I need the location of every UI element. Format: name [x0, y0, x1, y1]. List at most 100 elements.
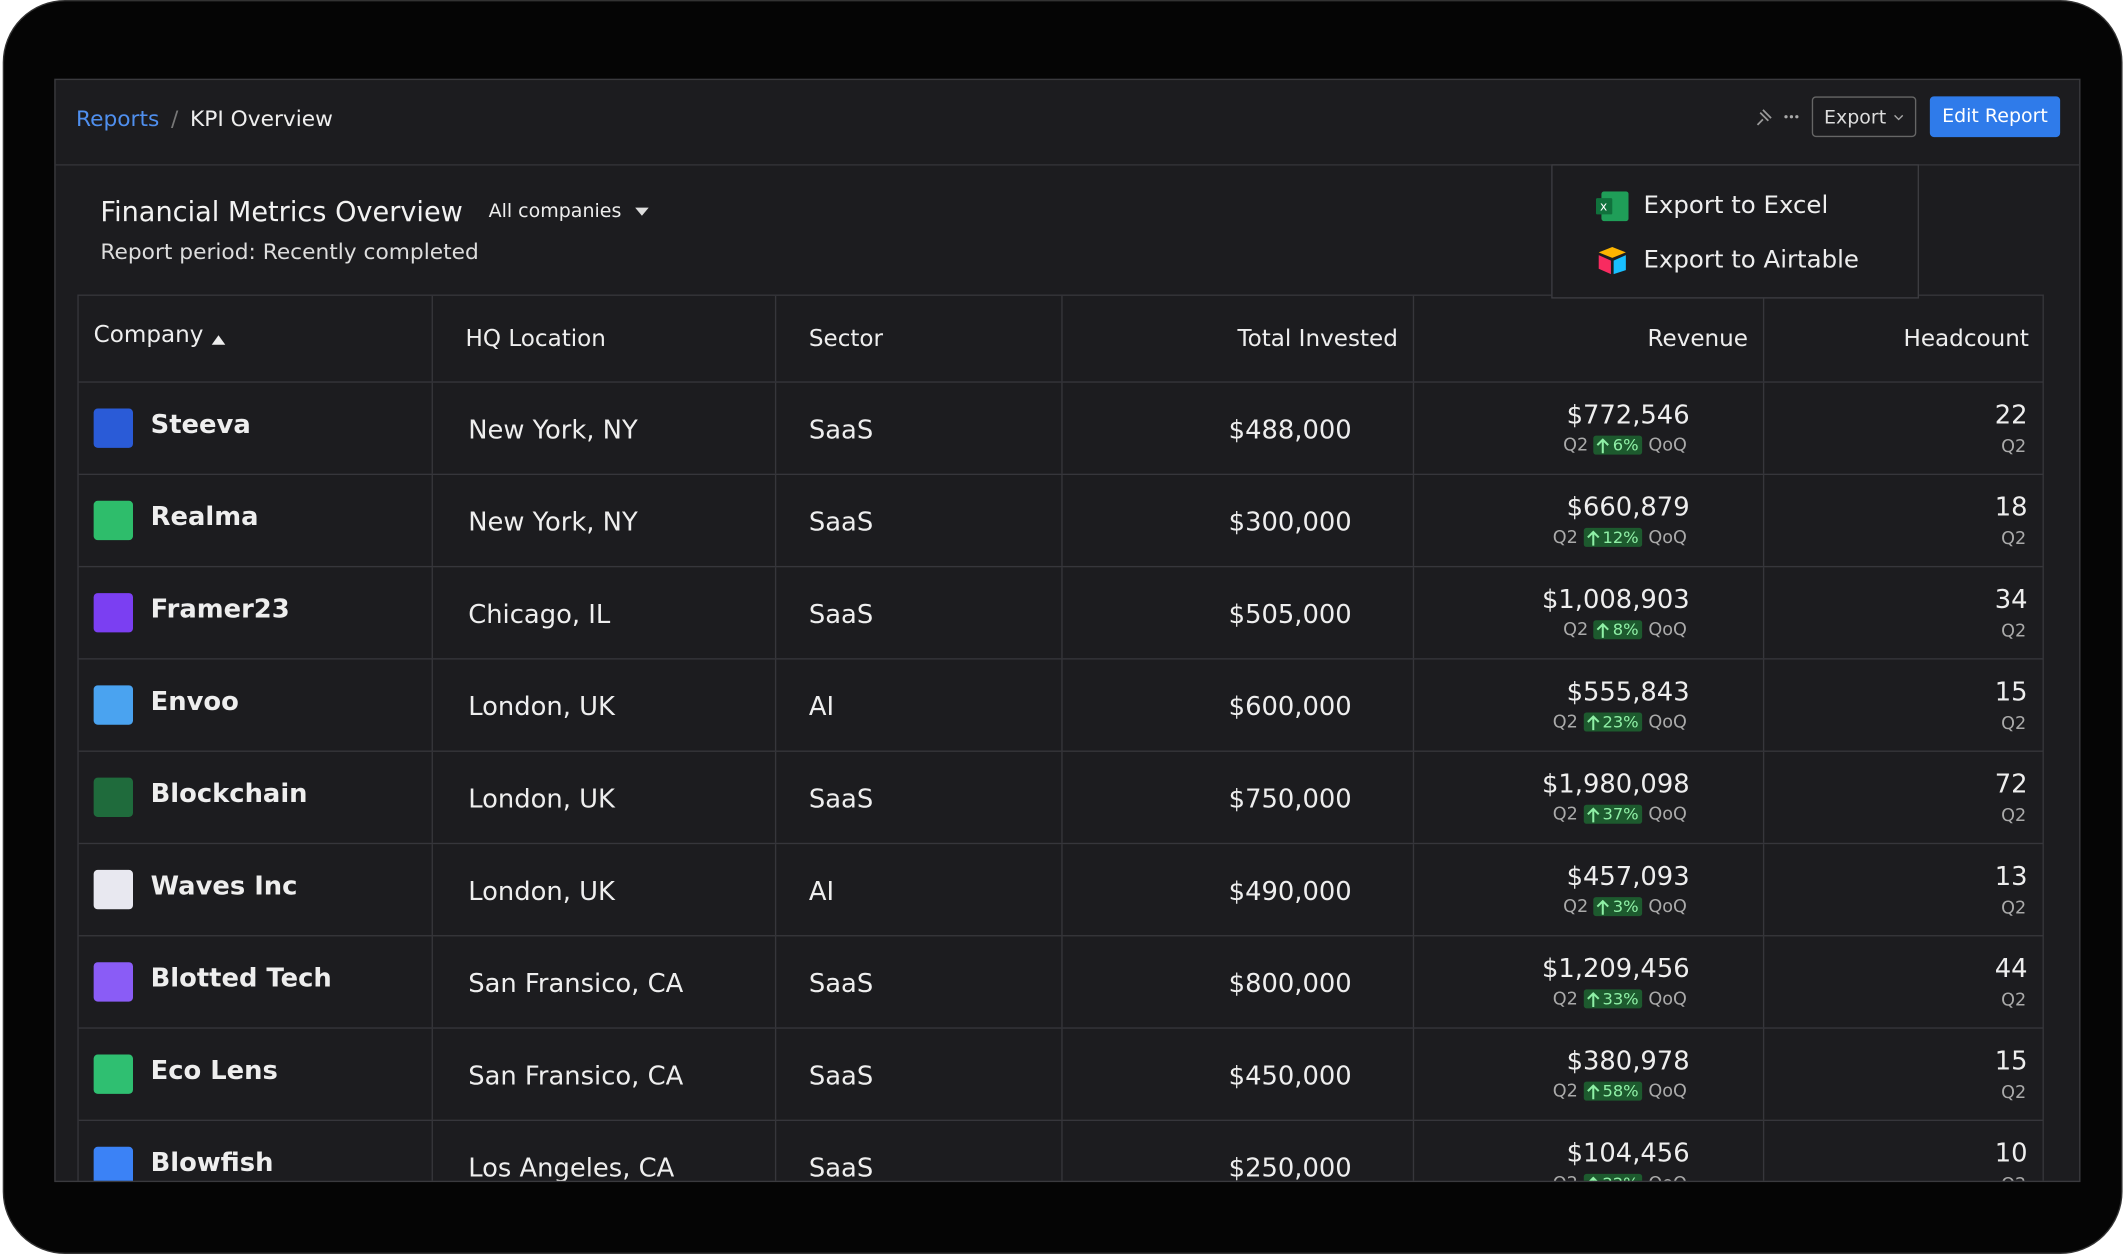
- company-name[interactable]: Envoo: [150, 686, 239, 717]
- export-button[interactable]: Export: [1811, 96, 1917, 138]
- period: Q2: [1563, 435, 1589, 456]
- change-badge: 3%: [1593, 897, 1643, 917]
- up-arrow: [1597, 899, 1610, 915]
- company-name[interactable]: Framer23: [150, 594, 290, 625]
- table-cell: $1,980,098 Q2 37% QoQ: [1412, 751, 1763, 843]
- excel-icon: x: [1595, 191, 1629, 222]
- period: Q2: [1552, 527, 1578, 549]
- table-cell: SaaS: [774, 567, 1061, 659]
- sector: SaaS: [808, 968, 874, 999]
- revenue-change: Q2 33% QoQ: [1553, 989, 1687, 1010]
- up-arrow: [1597, 622, 1610, 638]
- header-cell[interactable]: Company: [79, 296, 432, 381]
- screen: Reports / KPI Overview Export Edit Repor…: [54, 78, 2081, 1183]
- breadcrumb-current: KPI Overview: [189, 105, 333, 132]
- up-arrow: [1597, 438, 1610, 454]
- change-value: 58%: [1602, 1081, 1639, 1101]
- table-cell: $505,000: [1061, 567, 1412, 659]
- company-name[interactable]: Realma: [150, 502, 259, 532]
- company-name[interactable]: Blowfish: [150, 1148, 274, 1178]
- table-cell: SaaS: [774, 751, 1061, 843]
- company-filter[interactable]: All companies: [489, 201, 649, 223]
- table-cell: London, UK: [431, 751, 775, 843]
- table-cell: $1,209,456 Q2 33% QoQ: [1412, 936, 1763, 1028]
- breadcrumb-link[interactable]: Reports: [75, 105, 160, 132]
- change-label: QoQ: [1648, 712, 1687, 733]
- table-cell: $380,978 Q2 58% QoQ: [1412, 1028, 1763, 1120]
- table-row: Waves Inc London, UK AI $490,000 $457,093 Q2 …: [78, 842, 2043, 936]
- headcount-period: Q2: [2001, 898, 2027, 919]
- location: San Fransico, CA: [468, 1061, 684, 1092]
- change-label: QoQ: [1648, 804, 1687, 826]
- change-value: 33%: [1602, 989, 1639, 1009]
- company-name[interactable]: Eco Lens: [150, 1055, 278, 1086]
- sector: SaaS: [808, 1153, 874, 1183]
- revenue-change: Q2 23% QoQ: [1552, 712, 1687, 733]
- change-label: QoQ: [1648, 435, 1687, 456]
- table-cell: $660,879 Q2 12% QoQ: [1412, 474, 1763, 566]
- period: Q2: [1563, 620, 1589, 641]
- location: Los Angeles, CA: [468, 1153, 675, 1183]
- headcount: 22: [1994, 400, 2028, 431]
- change-badge: 12%: [1583, 527, 1643, 547]
- period: Q2: [1552, 712, 1578, 733]
- column-header: Sector: [808, 325, 884, 353]
- location: Chicago, IL: [468, 599, 611, 630]
- menu-item[interactable]: Export to Airtable: [1643, 245, 1859, 275]
- change-value: 23%: [1602, 712, 1639, 732]
- top-bar: Reports / KPI Overview Export Edit Repor…: [55, 80, 2080, 166]
- company-name[interactable]: Waves Inc: [150, 871, 298, 902]
- change-badge: 8%: [1593, 620, 1643, 640]
- up-arrow: [1588, 1176, 1598, 1181]
- table-cell: 34 Q2: [1762, 567, 2044, 659]
- revenue: $380,978: [1566, 1046, 1690, 1077]
- table-cell: New York, NY: [431, 382, 775, 474]
- company-name[interactable]: Blockchain: [150, 778, 308, 809]
- location: London, UK: [468, 784, 615, 815]
- table-cell: London, UK: [431, 844, 775, 936]
- headcount: 18: [1994, 492, 2028, 523]
- revenue: $457,093: [1566, 861, 1690, 892]
- menu-item[interactable]: Export to Excel: [1643, 191, 1829, 220]
- table-cell: $750,000: [1061, 751, 1412, 843]
- table-cell: $250,000: [1061, 1120, 1412, 1181]
- export-menu: x Export to Excel Export to Airtable: [1551, 164, 1919, 299]
- headcount: 34: [1994, 584, 2028, 615]
- table-cell: Framer23: [79, 567, 432, 658]
- table-cell: Envoo: [79, 660, 432, 751]
- header-cell[interactable]: Sector: [774, 295, 1061, 382]
- header-cell[interactable]: Headcount: [1762, 295, 2044, 382]
- up-arrow: [1586, 715, 1600, 731]
- header-cell[interactable]: HQ Location: [431, 295, 775, 382]
- toolbar-icons[interactable]: [1752, 107, 1806, 129]
- location: London, UK: [468, 876, 615, 907]
- revenue-change: Q2 37% QoQ: [1553, 804, 1687, 826]
- table-row: Framer23 Chicago, IL SaaS $505,000 $1,008,90…: [78, 565, 2044, 659]
- location: New York, NY: [468, 415, 638, 446]
- header-cell[interactable]: Revenue: [1412, 295, 1763, 382]
- revenue: $1,209,456: [1541, 954, 1690, 984]
- table-cell: $488,000: [1061, 382, 1412, 474]
- sector: SaaS: [808, 1061, 874, 1092]
- revenue: $104,456: [1566, 1138, 1690, 1169]
- up-arrow: [1586, 1084, 1600, 1100]
- table-cell: $104,456 Q2 22% QoQ: [1412, 1120, 1763, 1181]
- table-cell: Blowfish: [79, 1121, 432, 1181]
- table-cell: Steeva: [79, 383, 432, 474]
- table-cell: 15 Q2: [1762, 1028, 2044, 1120]
- revenue-change: Q2 6% QoQ: [1563, 435, 1687, 456]
- sector: SaaS: [808, 784, 874, 815]
- total-invested: $488,000: [1228, 415, 1352, 446]
- edit-report-button[interactable]: Edit Report: [1929, 96, 2061, 138]
- table-cell: 22 Q2: [1762, 382, 2044, 474]
- header-cell[interactable]: Total Invested: [1061, 295, 1412, 382]
- column-header: Total Invested: [1237, 325, 1398, 353]
- change-label: QoQ: [1648, 620, 1687, 641]
- revenue: $772,546: [1566, 400, 1690, 431]
- company-name[interactable]: Steeva: [150, 409, 251, 440]
- sector: AI: [808, 692, 835, 722]
- table-cell: Waves Inc: [79, 844, 432, 935]
- company-name[interactable]: Blotted Tech: [150, 963, 332, 994]
- change-badge: 33%: [1583, 989, 1643, 1009]
